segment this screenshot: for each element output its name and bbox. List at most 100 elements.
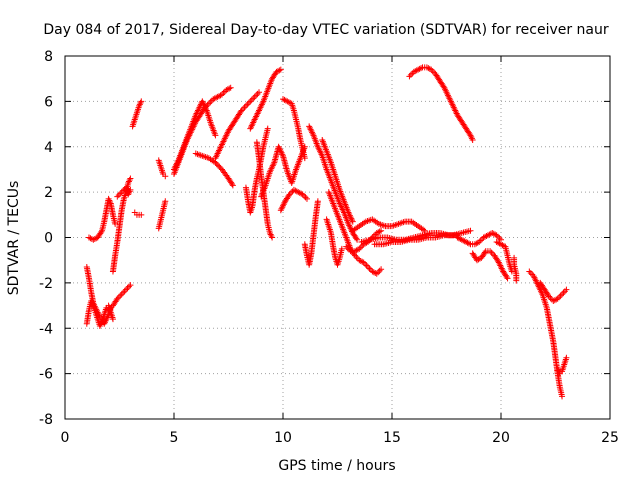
series-sat-33 (493, 239, 515, 275)
data-point-marker (127, 282, 134, 289)
data-point-marker (503, 273, 510, 280)
data-point-marker (302, 194, 309, 201)
series-sat-19 (280, 96, 308, 162)
data-points (83, 64, 570, 400)
data-point-marker (526, 268, 533, 275)
series-sat-22 (306, 123, 361, 243)
data-point-marker (215, 162, 222, 169)
data-point-marker (481, 249, 488, 256)
y-tick-label: -2 (39, 276, 53, 292)
data-point-marker (125, 283, 132, 290)
x-tick-label: 25 (601, 430, 619, 446)
series-sat-35 (526, 268, 566, 400)
data-point-marker (559, 291, 566, 298)
y-tick-label: -4 (39, 321, 53, 337)
data-point-marker (513, 277, 520, 284)
y-axis-label: SDTVAR / TECUs (6, 181, 22, 296)
data-point-marker (557, 292, 564, 299)
data-point-marker (276, 67, 283, 74)
data-point-marker (267, 231, 274, 238)
data-point-marker (124, 285, 131, 292)
data-point-marker (353, 235, 360, 242)
series-sat-15 (247, 66, 284, 132)
y-tick-label: 8 (44, 49, 53, 65)
data-point-marker (378, 227, 385, 234)
data-point-marker (253, 92, 260, 99)
data-point-marker (228, 180, 235, 187)
data-point-marker (123, 286, 130, 293)
series-sat-37 (554, 354, 570, 377)
data-point-marker (117, 292, 124, 299)
data-point-marker (467, 227, 474, 234)
data-point-marker (213, 160, 220, 167)
data-point-marker (115, 192, 122, 199)
data-point-marker (118, 291, 125, 298)
series-sat-13 (192, 150, 236, 189)
data-point-marker (248, 96, 255, 103)
data-point-marker (365, 263, 372, 270)
series-sat-14 (212, 89, 263, 162)
data-point-marker (269, 234, 276, 241)
data-point-marker (216, 163, 223, 170)
data-point-marker (504, 275, 511, 282)
data-point-marker (227, 84, 234, 91)
series-sat-32 (469, 248, 511, 282)
y-tick-label: 0 (44, 231, 53, 247)
data-point-marker (372, 270, 379, 277)
data-point-marker (314, 198, 321, 205)
series-sat-09 (155, 198, 169, 232)
x-tick-label: 15 (383, 430, 401, 446)
data-point-marker (87, 235, 94, 242)
series-sat-30 (406, 64, 476, 143)
data-point-marker (418, 65, 425, 72)
series-sat-12 (171, 98, 219, 173)
x-tick-label: 20 (492, 430, 510, 446)
data-point-marker (250, 95, 257, 102)
y-tick-label: 2 (44, 185, 53, 201)
data-point-marker (466, 240, 473, 247)
data-point-marker (407, 71, 414, 78)
series-sat-07 (129, 98, 145, 130)
data-point-marker (245, 99, 252, 106)
data-point-marker (490, 230, 497, 237)
x-tick-label: 5 (170, 430, 179, 446)
data-point-marker (559, 393, 566, 400)
y-tick-label: 4 (44, 140, 53, 156)
data-point-marker (375, 269, 382, 276)
series-sat-34 (511, 254, 520, 284)
data-point-marker (109, 316, 116, 323)
data-point-marker (251, 93, 258, 100)
data-point-marker (349, 218, 356, 225)
series-sat-29 (371, 227, 474, 248)
data-point-marker (212, 132, 219, 139)
data-point-marker (301, 155, 308, 162)
x-axis-label: GPS time / hours (278, 458, 395, 474)
data-point-marker (127, 175, 134, 182)
series-sat-17 (242, 125, 271, 216)
data-point-marker (256, 89, 263, 96)
plot-frame (64, 55, 611, 420)
data-point-marker (242, 102, 249, 109)
series-sat-03 (85, 195, 119, 243)
y-tick-label: -8 (39, 412, 53, 428)
series-sat-24 (325, 189, 385, 277)
data-point-marker (363, 262, 370, 269)
grid-lines (65, 56, 610, 419)
data-point-marker (376, 228, 383, 235)
y-tick-label: -6 (39, 367, 53, 383)
data-point-marker (303, 195, 310, 202)
series-sat-05 (105, 282, 134, 314)
data-point-marker (560, 289, 567, 296)
series-sat-31 (454, 229, 504, 248)
data-point-marker (127, 186, 134, 193)
x-tick-labels: 0 5 10 15 20 25 (61, 430, 619, 446)
data-point-marker (469, 136, 476, 143)
series-sat-10 (155, 157, 169, 180)
data-point-marker (112, 220, 119, 227)
data-point-marker (226, 85, 233, 92)
data-point-marker (264, 125, 271, 132)
data-point-marker (162, 173, 169, 180)
series-sat-23 (319, 136, 356, 225)
data-point-marker (120, 289, 127, 296)
